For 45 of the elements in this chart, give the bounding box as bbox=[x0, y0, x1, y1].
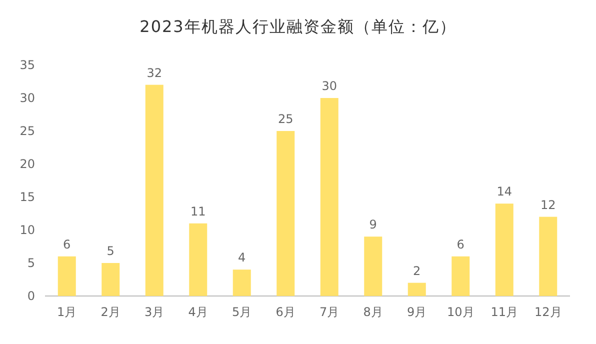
x-tick-label: 6月 bbox=[276, 305, 296, 319]
bar bbox=[452, 256, 470, 296]
bar bbox=[232, 270, 251, 296]
bar bbox=[58, 256, 76, 296]
x-tick-label: 12月 bbox=[534, 305, 562, 319]
x-tick-label: 5月 bbox=[232, 305, 252, 319]
y-tick-label: 5 bbox=[27, 256, 35, 270]
data-label: 12 bbox=[540, 198, 556, 212]
data-label: 32 bbox=[146, 66, 162, 80]
data-label: 5 bbox=[106, 244, 114, 258]
y-tick-label: 30 bbox=[20, 91, 35, 105]
bar bbox=[364, 236, 382, 296]
bar bbox=[189, 223, 208, 296]
bar bbox=[276, 131, 295, 296]
bar bbox=[102, 263, 120, 296]
y-tick-label: 20 bbox=[20, 157, 35, 171]
data-label: 9 bbox=[369, 218, 377, 232]
data-label: 11 bbox=[190, 204, 206, 218]
data-label: 25 bbox=[278, 112, 294, 126]
bar bbox=[495, 204, 514, 296]
chart-title: 2023年机器人行业融资金额（单位：亿） bbox=[140, 17, 456, 36]
bar bbox=[408, 282, 426, 296]
x-tick-label: 8月 bbox=[363, 305, 383, 319]
x-tick-label: 7月 bbox=[320, 305, 340, 319]
x-tick-label: 11月 bbox=[490, 305, 518, 319]
x-tick-label: 10月 bbox=[446, 305, 474, 319]
x-tick-label: 2月 bbox=[100, 305, 120, 319]
x-tick-label: 9月 bbox=[407, 305, 427, 319]
y-tick-label: 10 bbox=[20, 223, 35, 237]
bar bbox=[145, 84, 164, 296]
y-tick-label: 35 bbox=[20, 58, 35, 72]
x-tick-label: 4月 bbox=[188, 305, 208, 319]
data-label: 2 bbox=[413, 264, 421, 278]
data-label: 6 bbox=[456, 237, 464, 252]
y-tick-label: 25 bbox=[20, 124, 35, 138]
x-tick-label: 1月 bbox=[57, 305, 77, 319]
x-tick-label: 3月 bbox=[144, 305, 164, 319]
data-label: 14 bbox=[496, 184, 512, 199]
data-label: 6 bbox=[63, 237, 71, 252]
y-tick-label: 0 bbox=[27, 289, 35, 303]
bar bbox=[539, 216, 558, 296]
bar bbox=[320, 98, 338, 296]
data-label: 4 bbox=[238, 250, 246, 265]
y-tick-label: 15 bbox=[20, 190, 35, 204]
data-label: 30 bbox=[322, 79, 338, 93]
